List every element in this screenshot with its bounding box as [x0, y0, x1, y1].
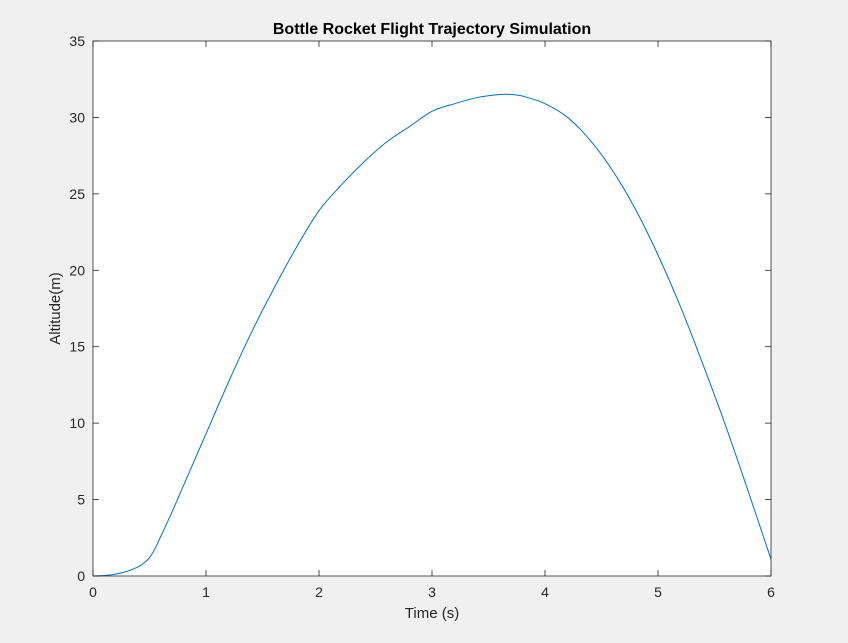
- y-tick-label: 15: [69, 339, 85, 355]
- x-tick-label: 0: [89, 584, 97, 600]
- x-axis-label: Time (s): [405, 605, 459, 622]
- chart-title: Bottle Rocket Flight Trajectory Simulati…: [273, 21, 591, 38]
- x-tick-label: 3: [428, 584, 436, 600]
- y-tick-label: 35: [69, 33, 85, 49]
- y-tick-label: 0: [77, 568, 85, 584]
- plot-area: [93, 41, 771, 576]
- y-axis-label: Altitude(m): [47, 272, 64, 345]
- y-tick-label: 25: [69, 186, 85, 202]
- y-tick-label: 5: [77, 492, 85, 508]
- axes-box: [92, 40, 772, 577]
- x-tick-label: 6: [767, 584, 775, 600]
- tick-layer: 0 1 2 3 4 5 6 0 5 10 15 20 25 30 35: [69, 33, 775, 600]
- x-tick-label: 5: [654, 584, 662, 600]
- x-tick-label: 4: [541, 584, 549, 600]
- y-tick-label: 20: [69, 262, 85, 278]
- series-layer: [92, 93, 772, 577]
- y-tick-label: 10: [69, 415, 85, 431]
- x-tick-label: 2: [315, 584, 323, 600]
- trajectory-line: [92, 93, 772, 577]
- y-tick-label: 30: [69, 109, 85, 125]
- x-tick-label: 1: [202, 584, 210, 600]
